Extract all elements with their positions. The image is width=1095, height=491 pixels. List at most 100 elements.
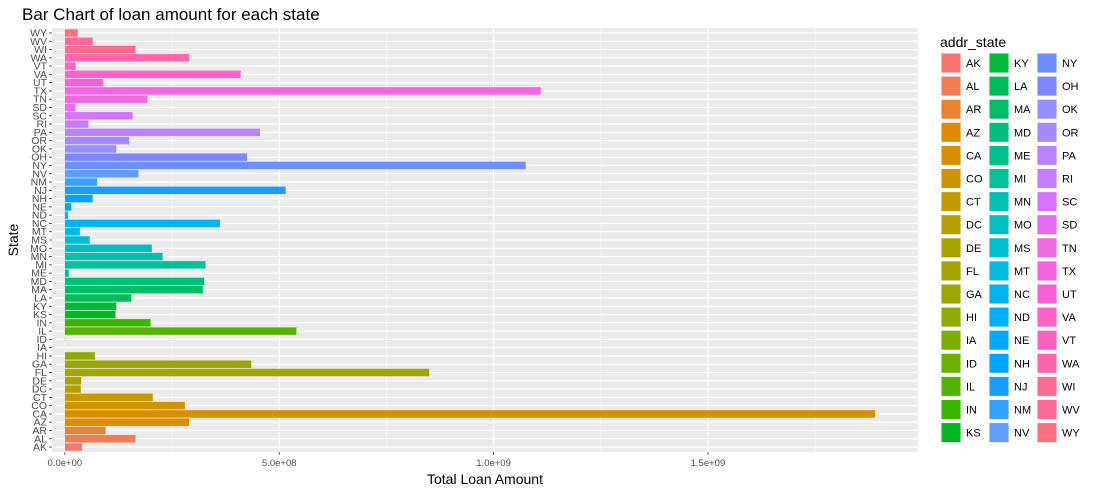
- legend-swatch-me: [989, 145, 1009, 165]
- legend-label-ut: UT: [1062, 289, 1077, 301]
- y-tick-label: UT: [33, 77, 48, 89]
- bar-ok: [64, 145, 117, 153]
- x-axis-ticks: 0.0e+00 5.0e+08 1.0e+09 1.5e+09: [48, 452, 725, 469]
- y-tick-label: MN: [31, 251, 47, 263]
- legend-label-wv: WV: [1062, 405, 1080, 417]
- y-tick-label: NV: [32, 168, 47, 180]
- legend-label-ca: CA: [966, 150, 982, 162]
- legend-label-nv: NV: [1014, 428, 1030, 440]
- bar-va: [64, 70, 241, 79]
- y-tick-label: GA: [32, 359, 47, 371]
- bar-mo: [64, 244, 152, 253]
- y-tick-label: OH: [31, 152, 47, 164]
- legend-swatch-nh: [989, 353, 1009, 373]
- y-tick-label: CT: [33, 392, 48, 404]
- y-tick-label: SC: [32, 110, 47, 122]
- legend-swatch-il: [941, 376, 961, 396]
- bar-mn: [64, 252, 163, 261]
- legend-swatch-ms: [989, 238, 1009, 258]
- legend: AK AL AR AZ CA CO CT DC DE FL GA HI IA ID IL IN KS KY LA MA…: [941, 53, 1080, 443]
- legend-label-wi: WI: [1062, 381, 1075, 393]
- legend-swatch-ky: [989, 53, 1009, 73]
- legend-label-ma: MA: [1014, 104, 1031, 116]
- legend-label-mn: MN: [1014, 197, 1031, 209]
- y-tick-label: ME: [31, 268, 47, 280]
- legend-label-ia: IA: [966, 335, 977, 347]
- legend-swatch-wy: [1037, 423, 1057, 443]
- legend-label-co: CO: [966, 174, 983, 186]
- y-tick-label: HI: [37, 350, 48, 362]
- bar-wv: [64, 37, 93, 45]
- y-tick-label: VT: [34, 61, 48, 73]
- bar-hi: [64, 352, 95, 360]
- bar-vt: [64, 62, 76, 70]
- bar-md: [64, 277, 205, 286]
- legend-swatch-id: [941, 353, 961, 373]
- bar-sd: [64, 103, 76, 112]
- legend-swatch-wv: [1037, 400, 1057, 419]
- legend-swatch-ar: [941, 99, 961, 119]
- legend-swatch-ct: [941, 192, 961, 212]
- legend-swatch-ga: [941, 284, 961, 304]
- legend-swatch-al: [941, 76, 961, 96]
- x-tick-label: 0.0e+00: [48, 458, 83, 469]
- legend-swatch-ny: [1037, 53, 1057, 73]
- bar-mi: [64, 261, 206, 269]
- legend-swatch-mt: [989, 261, 1009, 281]
- legend-label-ri: RI: [1062, 174, 1073, 186]
- legend-swatch-in: [941, 400, 961, 419]
- y-tick-label: IA: [37, 342, 47, 354]
- legend-swatch-de: [941, 238, 961, 258]
- legend-label-nc: NC: [1014, 289, 1030, 301]
- legend-swatch-co: [941, 169, 961, 188]
- y-tick-label: MA: [31, 284, 47, 296]
- legend-swatch-ut: [1037, 284, 1057, 304]
- bar-ga: [64, 360, 252, 368]
- legend-swatch-ks: [941, 423, 961, 443]
- y-tick-label: NM: [31, 177, 47, 189]
- bars: [64, 29, 876, 451]
- y-tick-label: ID: [37, 334, 48, 346]
- y-tick-label: KY: [33, 301, 47, 313]
- legend-label-pa: PA: [1062, 150, 1077, 162]
- y-tick-label: OR: [31, 135, 47, 147]
- x-tick-label: 5.0e+08: [262, 458, 297, 469]
- bar-ar: [64, 426, 106, 435]
- legend-swatch-nj: [989, 376, 1009, 396]
- legend-swatch-oh: [1037, 76, 1057, 96]
- legend-label-wy: WY: [1062, 428, 1080, 440]
- legend-label-id: ID: [966, 358, 977, 370]
- legend-swatch-ok: [1037, 99, 1057, 119]
- y-tick-label: MO: [30, 243, 47, 255]
- y-tick-label: AL: [34, 433, 47, 445]
- bar-az: [64, 418, 190, 426]
- legend-label-ok: OK: [1062, 104, 1079, 116]
- bar-ks: [64, 310, 116, 319]
- legend-label-tx: TX: [1062, 266, 1077, 278]
- legend-swatch-ma: [989, 99, 1009, 119]
- legend-swatch-sc: [1037, 192, 1057, 212]
- bar-nj: [64, 186, 286, 195]
- y-tick-label: MS: [31, 235, 47, 247]
- bar-co: [64, 401, 185, 410]
- y-tick-label: SD: [32, 102, 47, 114]
- x-axis-title: Total Loan Amount: [427, 471, 543, 487]
- y-tick-label: WA: [30, 52, 47, 64]
- legend-swatch-fl: [941, 261, 961, 281]
- bar-tn: [64, 95, 148, 103]
- y-tick-label: AR: [32, 425, 47, 437]
- y-tick-label: ND: [32, 210, 48, 222]
- legend-swatch-dc: [941, 215, 961, 235]
- legend-label-oh: OH: [1062, 81, 1079, 93]
- bar-mt: [64, 227, 80, 236]
- y-tick-label: WY: [30, 27, 47, 39]
- legend-label-ks: KS: [966, 428, 981, 440]
- y-tick-label: NY: [32, 160, 47, 172]
- legend-label-ny: NY: [1062, 58, 1078, 70]
- legend-label-ms: MS: [1014, 243, 1031, 255]
- bar-sc: [64, 112, 133, 120]
- legend-swatch-mi: [989, 169, 1009, 188]
- y-tick-label: WV: [30, 36, 47, 48]
- legend-label-ar: AR: [966, 104, 981, 116]
